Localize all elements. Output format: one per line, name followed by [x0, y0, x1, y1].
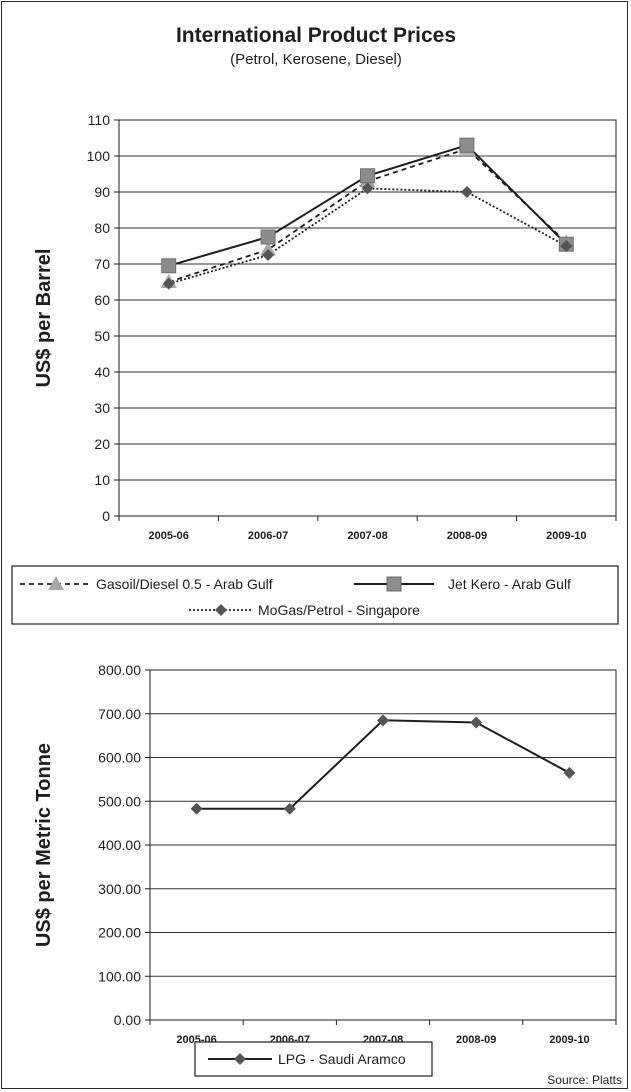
- chart1-series-2-point: [262, 249, 275, 261]
- chart1-y-tick-label: 20: [94, 436, 110, 452]
- chart2-y-tick-label: 600.00: [98, 750, 141, 766]
- chart2-series-0-point: [377, 714, 389, 727]
- chart2-y-tick-label: 400.00: [98, 837, 141, 853]
- chart2-legend: LPG - Saudi Aramco: [194, 1041, 433, 1077]
- chart1-series-1-point: [459, 137, 475, 153]
- chart1-series-1-point: [360, 168, 375, 184]
- chart1-series-2-point: [162, 277, 175, 290]
- chart2-series-0-point: [190, 802, 203, 815]
- chart2-x-tick-label: 2009-10: [549, 1034, 589, 1046]
- legend1-swatch-marker-0: [48, 576, 64, 590]
- chart2-y-tick-label: 300.00: [98, 881, 141, 897]
- chart1-y-tick-label: 0: [102, 508, 110, 524]
- chart1-x-tick-label: 2005-06: [149, 530, 189, 542]
- chart1-legend-box: [11, 565, 619, 625]
- chart2-y-tick-label: 500.00: [98, 793, 141, 809]
- chart2-series-0-line: [196, 719, 570, 810]
- legend1-label-1: Jet Kero - Arab Gulf: [448, 576, 571, 592]
- chart1-series-2-point: [460, 186, 473, 198]
- chart-title: International Product Prices: [176, 24, 456, 47]
- chart1-legend: Gasoil/Diesel 0.5 - Arab Gulf Jet Kero - …: [11, 565, 619, 625]
- chart1-y-tick-label: 10: [94, 472, 110, 488]
- chart1-series-1-line: [168, 144, 568, 267]
- chart2-y-axis-label: US$ per Metric Tonne: [33, 743, 55, 947]
- price-per-tonne-chart: 0.00 100.00 200.00 300.00 400.00 500.00 600.00…: [98, 662, 617, 1046]
- chart2-y-tick-label: 0.00: [114, 1012, 141, 1028]
- legend1-swatch-marker-2: [215, 604, 227, 616]
- chart1-x-tick-label: 2006-07: [248, 530, 288, 542]
- chart1-series-2-point: [361, 182, 374, 195]
- chart2-series-0-point: [470, 716, 483, 729]
- chart1-y-tick-label: 70: [94, 256, 110, 272]
- legend1-label-0: Gasoil/Diesel 0.5 - Arab Gulf: [96, 576, 273, 592]
- chart1-x-tick-label: 2007-08: [347, 530, 387, 542]
- chart1-y-tick-label: 40: [94, 364, 110, 380]
- chart2-y-tick-label: 100.00: [98, 968, 141, 984]
- chart1-plot-area: [118, 119, 617, 517]
- chart1-y-tick-label: 60: [94, 292, 110, 308]
- chart1-x-tick-label: 2009-10: [546, 530, 586, 542]
- chart2-series-0-point: [283, 802, 296, 815]
- chart2-y-tick-label: 800.00: [98, 662, 141, 678]
- chart2-y-tick-label: 200.00: [98, 925, 141, 941]
- chart1-y-tick-label: 100: [87, 148, 111, 164]
- chart1-series-2-point: [560, 240, 573, 252]
- legend1-label-2: MoGas/Petrol - Singapore: [258, 602, 420, 618]
- chart1-y-tick-label: 30: [94, 400, 110, 416]
- chart1-y-tick-label: 50: [94, 328, 110, 344]
- chart2-y-tick-label: 700.00: [98, 706, 141, 722]
- chart2-x-tick-label: 2008-09: [456, 1034, 496, 1046]
- price-per-barrel-chart: 0 10 20 30 40 50 60 70 80 90 100 110 2005-06 2006-07 2…: [87, 112, 617, 542]
- legend1-swatch-marker-1: [386, 576, 402, 592]
- legend2-swatch-marker-0: [234, 1053, 246, 1065]
- source-note: Source: Platts: [547, 1073, 622, 1087]
- chart2-plot-area: [149, 669, 617, 1021]
- chart1-y-tick-label: 90: [94, 184, 110, 200]
- chart1-series-1-point: [260, 229, 276, 245]
- chart1-series-0-point: [260, 241, 277, 256]
- chart1-x-tick-label: 2008-09: [447, 530, 487, 542]
- chart1-y-tick-label: 80: [94, 220, 110, 236]
- chart1-series-2-line: [168, 187, 567, 285]
- chart1-y-tick-label: 110: [88, 112, 111, 128]
- legend2-label-0: LPG - Saudi Aramco: [278, 1051, 406, 1067]
- chart2-series-0-point: [563, 766, 576, 779]
- chart1-y-axis-label: US$ per Barrel: [33, 249, 55, 388]
- chart1-series-1-point: [161, 258, 177, 274]
- chart-subtitle: (Petrol, Kerosene, Diesel): [230, 51, 402, 68]
